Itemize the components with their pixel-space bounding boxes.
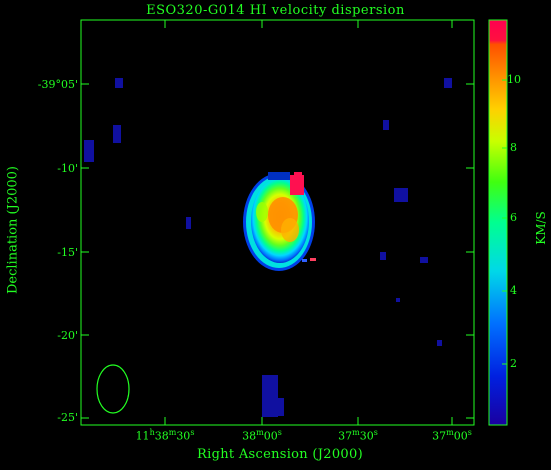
x-tick-marks [164,20,453,425]
y-axis-label: Declination (J2000) [5,166,21,294]
x-tick-label: 37m30s [338,428,378,443]
x-tick-label: 11h38m30s [135,428,195,443]
colorbar-ticks [502,79,507,365]
y-tick-marks [81,83,474,419]
colorbar-label: KM/S [534,211,548,245]
beam-ellipse [96,364,130,414]
colorbar-tick-label: 8 [510,141,517,154]
figure-title: ESO320-G014 HI velocity dispersion [146,3,405,18]
colorbar [488,19,508,426]
colorbar-tick-label: 4 [510,284,517,297]
colorbar-tick-label: 10 [507,73,521,86]
colorbar-tick-label: 2 [510,357,517,370]
y-tick-label: -10' [57,162,78,175]
x-axis-label: Right Ascension (J2000) [197,447,363,462]
x-tick-label: 38m00s [242,428,282,443]
y-tick-label: -25' [57,411,78,424]
y-tick-label: -39°05' [37,78,78,91]
galaxy-dispersion-map [243,172,316,271]
y-tick-label: -20' [57,329,78,342]
colorbar-tick-label: 6 [510,211,517,224]
noise-specks [84,78,452,417]
x-tick-label: 37m00s [432,428,472,443]
y-tick-label: -15' [57,246,78,259]
